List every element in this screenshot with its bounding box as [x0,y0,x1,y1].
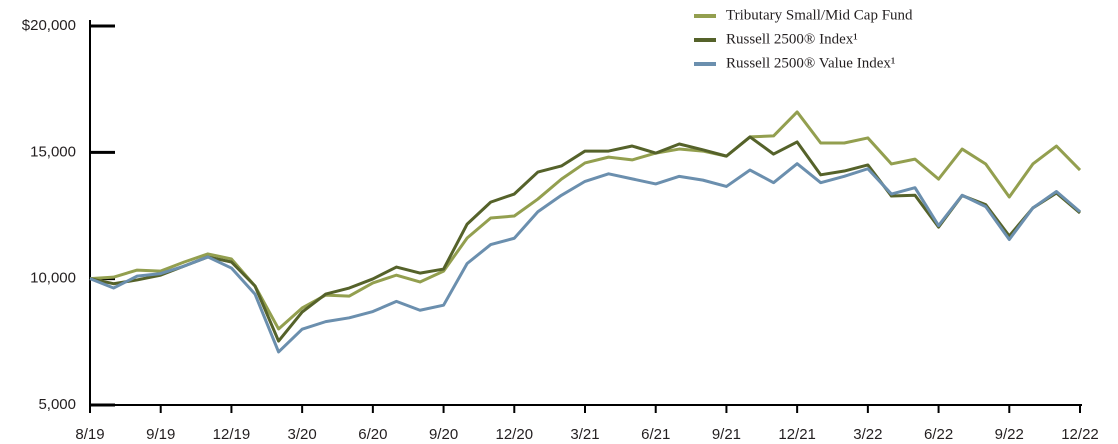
x-tick-label: 3/21 [570,426,599,443]
x-tick-label: 6/22 [924,426,953,443]
x-tick-label: 6/21 [641,426,670,443]
x-tick-label: 12/20 [496,426,534,443]
series-line [89,110,1082,331]
series-line [89,135,1081,343]
y-tick-label: $20,000 [22,17,76,34]
legend-label: Russell 2500® Value Index¹ [726,55,895,71]
x-tick-label: 12/21 [778,426,816,443]
y-tick-label: 5,000 [38,396,76,413]
x-tick-label: 9/22 [995,426,1024,443]
legend-label: Russell 2500® Index¹ [726,31,858,47]
x-tick-label: 12/22 [1061,426,1099,443]
x-tick-label: 6/20 [358,426,387,443]
x-tick-label: 9/20 [429,426,458,443]
x-tick-label: 3/22 [853,426,882,443]
legend-label: Tributary Small/Mid Cap Fund [726,7,913,23]
x-tick-label: 9/19 [146,426,175,443]
x-tick-label: 8/19 [75,426,104,443]
y-tick-label: 15,000 [30,143,76,160]
x-tick-label: 12/19 [213,426,251,443]
x-tick-label: 3/20 [288,426,317,443]
y-tick-label: 10,000 [30,270,76,287]
x-tick-label: 9/21 [712,426,741,443]
series-line [89,162,1081,354]
